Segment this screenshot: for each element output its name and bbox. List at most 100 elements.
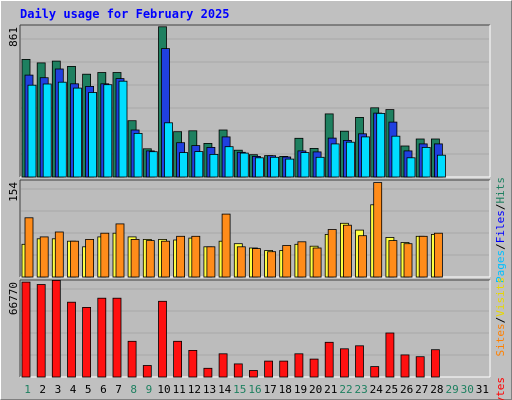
bar-kbytes-day-10 (158, 300, 167, 378)
bar-pages-day-20 (315, 156, 325, 178)
legend-hits: Hits (494, 177, 507, 204)
bar-pages-day-12 (194, 151, 204, 178)
bar-kbytes-day-20 (309, 358, 319, 378)
bar-sites-day-17 (267, 251, 277, 278)
x-tick-label-day-15: 15 (233, 383, 246, 396)
bar-pages-day-11 (179, 152, 189, 178)
visits-sites-panel: 154 Sites/Visits (7, 179, 507, 357)
x-tick-label-day-28: 28 (430, 383, 443, 396)
bar-pages-day-16 (254, 157, 264, 178)
bar-kbytes-day-27 (415, 356, 425, 378)
bar-sites-day-20 (312, 247, 322, 278)
bar-pages-day-27 (421, 146, 431, 178)
bar-pages-day-24 (376, 113, 386, 178)
bar-sites-day-22 (342, 224, 352, 278)
bar-pages-day-25 (391, 135, 401, 178)
bar-pages-day-21 (330, 143, 340, 178)
bar-sites-day-6 (100, 232, 110, 278)
bar-kbytes-day-28 (430, 349, 440, 378)
bar-kbytes-day-5 (82, 306, 91, 378)
legend-separator: / (494, 243, 507, 250)
bar-pages-day-3 (57, 81, 67, 178)
legend-hits-files-pages: Pages/Files/Hits (494, 177, 507, 283)
x-tick-label-day-25: 25 (385, 383, 398, 396)
bar-pages-day-28 (436, 154, 446, 178)
bar-sites-day-10 (161, 240, 170, 278)
bar-pages-day-4 (73, 87, 82, 178)
bar-kbytes-day-18 (279, 360, 289, 378)
bar-pages-day-9 (148, 151, 158, 178)
bar-sites-day-24 (373, 182, 383, 278)
bar-sites-day-21 (327, 229, 337, 278)
bar-pages-day-17 (270, 156, 280, 178)
bar-sites-day-15 (236, 246, 246, 278)
bar-sites-day-1 (24, 217, 34, 278)
x-tick-label-day-5: 5 (85, 383, 92, 396)
bar-kbytes-day-9 (142, 365, 152, 378)
bar-sites-day-16 (251, 248, 261, 278)
bar-kbytes-day-8 (127, 340, 137, 378)
x-tick-label-day-8: 8 (130, 383, 137, 396)
legend-separator: / (494, 317, 507, 324)
bar-sites-day-18 (282, 245, 292, 278)
x-tick-label-day-18: 18 (279, 383, 292, 396)
bar-pages-day-13 (209, 153, 219, 178)
bar-pages-day-6 (103, 84, 113, 178)
legend-visits-sites: Sites/Visits (494, 277, 507, 357)
bar-kbytes-day-6 (97, 297, 107, 378)
bar-kbytes-day-13 (203, 367, 213, 378)
x-tick-label-day-24: 24 (370, 383, 384, 396)
bar-kbytes-day-12 (188, 349, 198, 378)
x-tick-label-day-31: 31 (476, 383, 489, 396)
legend-separator: / (494, 204, 507, 211)
x-tick-label-day-3: 3 (55, 383, 62, 396)
x-tick-label-day-17: 17 (264, 383, 277, 396)
x-tick-label-day-26: 26 (400, 383, 413, 396)
bar-pages-day-5 (88, 92, 97, 178)
bar-kbytes-day-15 (233, 363, 243, 378)
bar-kbytes-day-7 (112, 297, 122, 378)
y-max-label: 154 (7, 182, 20, 202)
bar-pages-day-18 (285, 158, 295, 178)
x-tick-label-day-21: 21 (324, 383, 337, 396)
legend-kbytes: KBytes (494, 377, 507, 400)
bar-pages-day-15 (239, 152, 249, 178)
bar-pages-day-14 (224, 146, 234, 178)
bar-kbytes-day-21 (324, 341, 334, 378)
x-tick-label-day-29: 29 (445, 383, 458, 396)
bar-sites-day-3 (54, 231, 64, 278)
bar-sites-day-7 (115, 223, 125, 278)
bar-sites-day-9 (145, 240, 155, 278)
bar-kbytes-day-17 (264, 360, 274, 378)
legend-pages: Pages (494, 250, 507, 283)
bar-sites-day-8 (130, 238, 140, 278)
x-tick-label-day-12: 12 (188, 383, 201, 396)
x-tick-label-day-22: 22 (339, 383, 352, 396)
bar-kbytes-day-2 (36, 284, 46, 378)
bar-pages-day-22 (345, 141, 355, 178)
bar-sites-day-26 (403, 243, 413, 278)
legend-visits: Visits (494, 277, 507, 317)
legend-files: Files (494, 210, 507, 243)
bar-kbytes-day-19 (294, 353, 304, 378)
bar-kbytes-day-11 (173, 340, 183, 378)
bar-pages-day-7 (118, 80, 128, 178)
y-max-label: 861 (7, 27, 20, 47)
bar-sites-day-14 (221, 213, 231, 278)
bar-sites-day-12 (191, 235, 201, 278)
x-tick-label-day-10: 10 (157, 383, 170, 396)
bar-sites-day-25 (388, 240, 398, 278)
x-tick-label-day-6: 6 (100, 383, 107, 396)
x-tick-label-day-7: 7 (115, 383, 122, 396)
x-tick-label-day-4: 4 (70, 383, 77, 396)
x-tick-label-day-9: 9 (146, 383, 153, 396)
x-tick-label-day-27: 27 (415, 383, 428, 396)
bar-kbytes-day-25 (385, 332, 395, 378)
x-tick-label-day-1: 1 (24, 383, 31, 396)
y-max-label: 66770 (7, 282, 20, 315)
bar-kbytes-day-14 (218, 353, 228, 378)
bar-kbytes-day-22 (339, 348, 349, 378)
bar-sites-day-2 (39, 236, 49, 278)
bar-sites-day-4 (70, 240, 79, 278)
